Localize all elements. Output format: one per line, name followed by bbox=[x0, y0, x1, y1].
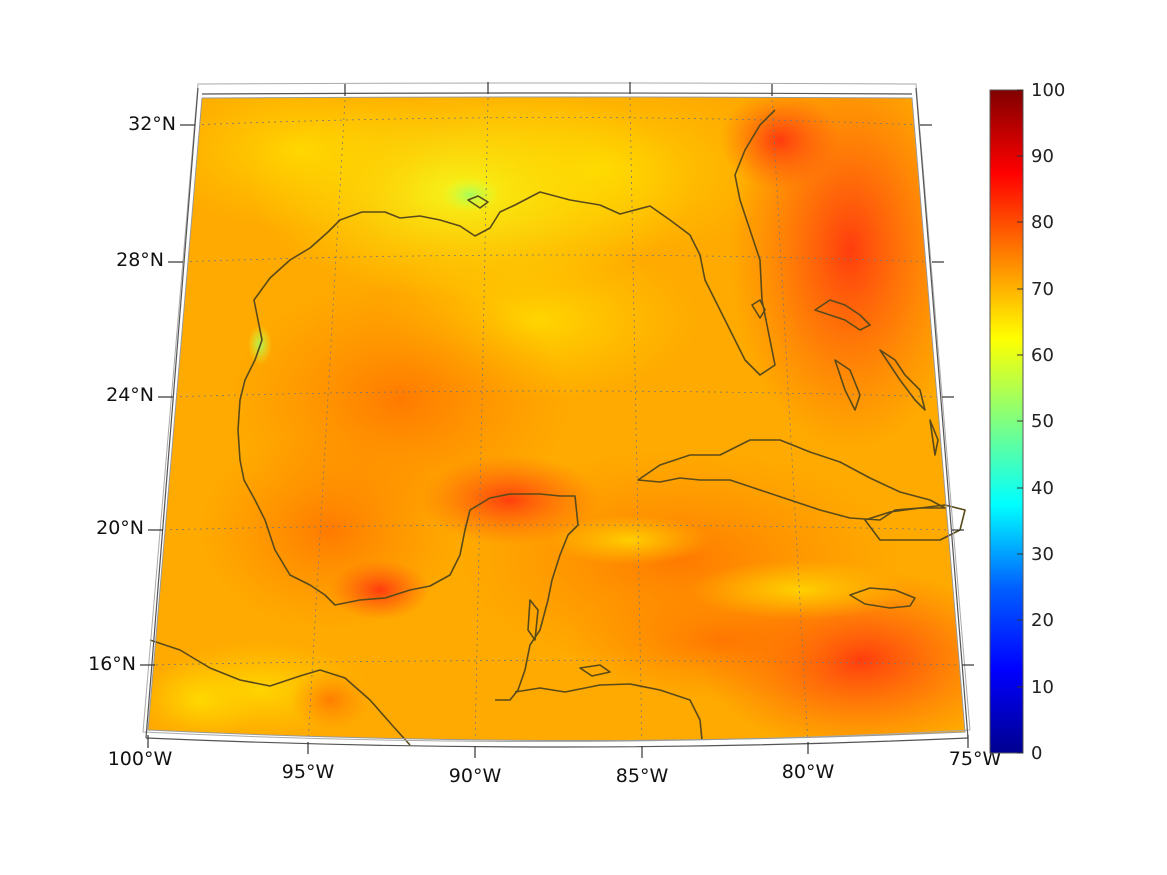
latitude-labels: 32°N 28°N 24°N 20°N 16°N bbox=[88, 113, 176, 675]
colorbar-tick-10: 10 bbox=[1031, 677, 1054, 698]
colorbar-tick-70: 70 bbox=[1031, 279, 1054, 300]
central-america-outline bbox=[514, 683, 703, 741]
mexico-coast-outline bbox=[237, 339, 579, 701]
colorbar-tick-90: 90 bbox=[1031, 146, 1054, 167]
longitude-labels: 100°W 95°W 90°W 85°W 80°W 75°W bbox=[108, 748, 1002, 787]
lake-pontchartrain-outline bbox=[467, 195, 489, 209]
yucatan-islands-outline bbox=[527, 599, 611, 677]
colorbar-tick-0: 0 bbox=[1031, 743, 1042, 764]
lon-label-85w: 85°W bbox=[616, 765, 669, 787]
colorbar-tick-40: 40 bbox=[1031, 478, 1054, 499]
pacific-coast-outline bbox=[149, 639, 411, 746]
colorbar: 100 90 80 70 60 50 40 30 20 10 0 bbox=[989, 80, 1065, 764]
hispaniola-outline bbox=[864, 504, 966, 541]
map-frame bbox=[142, 82, 971, 748]
colorbar-tick-60: 60 bbox=[1031, 345, 1054, 366]
lat-label-24n: 24°N bbox=[106, 384, 154, 406]
gulf-coast-outline bbox=[253, 109, 776, 376]
data-field bbox=[148, 97, 965, 741]
lat-label-16n: 16°N bbox=[88, 653, 136, 675]
lon-label-90w: 90°W bbox=[449, 765, 502, 787]
florida-lake-outline bbox=[751, 299, 766, 319]
coastlines bbox=[149, 109, 966, 746]
colorbar-tick-80: 80 bbox=[1031, 212, 1054, 233]
colorbar-tick-20: 20 bbox=[1031, 610, 1054, 631]
lon-label-75w: 75°W bbox=[949, 748, 1002, 770]
bahamas-outline bbox=[814, 299, 939, 456]
lon-label-95w: 95°W bbox=[282, 761, 335, 783]
axis-ticks bbox=[140, 82, 974, 758]
colorbar-tick-50: 50 bbox=[1031, 411, 1054, 432]
lon-label-80w: 80°W bbox=[782, 761, 835, 783]
gridlines bbox=[149, 97, 963, 741]
colorbar-tick-100: 100 bbox=[1031, 80, 1065, 101]
cuba-outline bbox=[637, 439, 946, 521]
lat-label-28n: 28°N bbox=[116, 249, 164, 271]
lat-label-20n: 20°N bbox=[96, 517, 144, 539]
lon-label-100w: 100°W bbox=[108, 748, 173, 770]
lat-label-32n: 32°N bbox=[128, 113, 176, 135]
jamaica-outline bbox=[849, 587, 916, 609]
colorbar-tick-30: 30 bbox=[1031, 544, 1054, 565]
